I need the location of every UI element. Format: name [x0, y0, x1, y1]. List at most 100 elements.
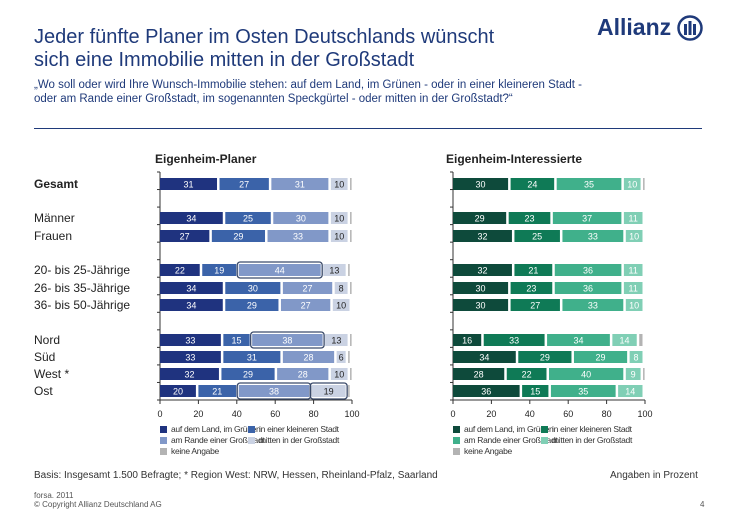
data-label: 23 [525, 214, 535, 224]
bar-segment [550, 385, 616, 397]
data-label: 10 [336, 301, 346, 311]
data-label: 10 [334, 214, 344, 224]
bar-segment [330, 212, 348, 224]
bar-segment [547, 334, 610, 346]
data-label: 15 [232, 336, 242, 346]
data-label: 24 [527, 180, 537, 190]
row-label: Gesamt [34, 177, 79, 191]
bar-segment [160, 178, 218, 190]
bar-segment [223, 334, 250, 346]
data-label: 27 [301, 301, 311, 311]
data-label: 14 [625, 387, 635, 397]
bar-segment [510, 178, 555, 190]
bar-segment [221, 368, 275, 380]
data-label: 30 [476, 284, 486, 294]
bar-segment [330, 368, 348, 380]
bar-segment [330, 230, 348, 242]
bar-segment [625, 299, 643, 311]
bar-segment [325, 334, 348, 346]
chart-title-planer: Eigenheim-Planer [155, 152, 257, 166]
legend-item: mitten in der Großstadt [248, 435, 339, 445]
bar-segment [508, 212, 551, 224]
bar-segment [623, 282, 643, 294]
row-label: Männer [34, 211, 75, 225]
bar-segment [514, 264, 553, 276]
data-label: 11 [629, 284, 638, 294]
data-label: 36 [583, 284, 593, 294]
legend-swatch [453, 425, 460, 433]
bar-segment [334, 282, 348, 294]
bar-segment [510, 282, 553, 294]
data-label: 27 [239, 180, 249, 190]
row-label: Frauen [34, 229, 73, 243]
allianz-logo: Allianz [597, 14, 703, 41]
bar-segment [639, 334, 643, 346]
bar-segment [453, 264, 512, 276]
bar-segment [267, 230, 329, 242]
data-label: 29 [243, 370, 253, 380]
legend-swatch [453, 447, 460, 455]
x-tick-label: 0 [450, 409, 455, 419]
copyright: © Copyright Allianz Deutschland AG [34, 500, 162, 509]
title-line: Jeder fünfte Planer im Osten Deutschland… [34, 26, 495, 48]
data-label: 28 [298, 370, 308, 380]
x-tick-label: 60 [270, 409, 280, 419]
highlight-box [250, 331, 325, 349]
bar-segment [348, 385, 350, 397]
data-label: 31 [295, 180, 305, 190]
bar-segment [629, 351, 643, 363]
bar-segment [510, 299, 560, 311]
data-label: 34 [479, 353, 489, 363]
data-label: 31 [184, 180, 194, 190]
x-tick-label: 20 [486, 409, 496, 419]
data-label: 30 [476, 301, 486, 311]
data-label: 13 [329, 266, 339, 276]
bar-segment [506, 368, 547, 380]
data-label: 30 [476, 180, 486, 190]
highlight-box [309, 382, 348, 400]
x-tick-label: 100 [637, 409, 652, 419]
data-label: 36 [481, 387, 491, 397]
data-label: 30 [296, 214, 306, 224]
legend-swatch [248, 436, 255, 444]
legend-item: in einer kleineren Stadt [541, 424, 632, 434]
data-label: 37 [582, 214, 592, 224]
data-label: 33 [185, 353, 195, 363]
legend-label: auf dem Land, im Grünen [464, 424, 554, 434]
legend-swatch [160, 425, 167, 433]
legend-swatch [160, 436, 167, 444]
legend-label: am Rande einer Großstadt [171, 435, 265, 445]
data-label: 11 [629, 214, 638, 224]
data-label: 38 [269, 387, 279, 397]
data-label: 25 [243, 214, 253, 224]
bar-segment [202, 264, 237, 276]
bar-segment [453, 334, 482, 346]
data-label: 27 [303, 284, 313, 294]
data-label: 10 [629, 301, 639, 311]
row-label: Nord [34, 333, 61, 347]
bar-segment [453, 282, 509, 294]
data-label: 29 [247, 301, 257, 311]
bar-segment [453, 385, 520, 397]
bar-segment [549, 368, 624, 380]
bar-segment [323, 264, 346, 276]
x-tick-label: 60 [563, 409, 573, 419]
bar-segment [623, 178, 641, 190]
bar-segment [350, 212, 352, 224]
bar-segment [350, 282, 352, 294]
bar-segment [160, 351, 221, 363]
logo-wordmark: Allianz [597, 14, 672, 40]
legend-label: am Rande einer Großstadt [464, 435, 558, 445]
bar-segment [271, 178, 329, 190]
data-label: 20 [173, 387, 183, 397]
x-tick-label: 40 [232, 409, 242, 419]
row-label: 20- bis 25-Jährige [34, 263, 131, 277]
bar-segment [552, 212, 622, 224]
row-label: West * [34, 367, 70, 381]
data-label: 19 [214, 266, 224, 276]
bar-segment [198, 385, 237, 397]
bar-segment [160, 385, 196, 397]
data-label: 33 [588, 232, 598, 242]
data-label: 36 [583, 266, 593, 276]
